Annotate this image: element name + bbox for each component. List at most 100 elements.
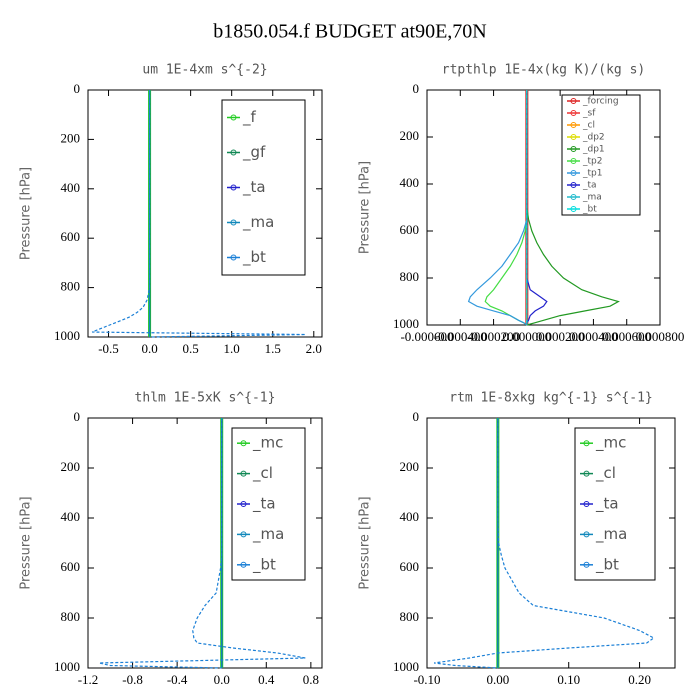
legend-label: _mc	[252, 434, 283, 453]
legend-marker	[230, 149, 237, 156]
legend-marker	[583, 440, 590, 447]
legend-marker	[230, 114, 237, 121]
y-tick-label: 800	[400, 269, 420, 284]
legend-marker	[583, 501, 590, 507]
profile-line	[484, 90, 528, 326]
legend-label: _bt	[582, 205, 597, 215]
y-axis-label: Pressure [hPa]	[358, 496, 373, 589]
profile-line	[526, 90, 548, 325]
legend-marker	[240, 561, 247, 568]
y-tick-label: 0	[74, 409, 81, 424]
y-tick-label: 400	[61, 180, 81, 195]
legend-marker	[230, 184, 237, 191]
legend-label: _mc	[595, 434, 626, 453]
y-axis-label: Pressure [hPa]	[19, 167, 34, 260]
x-tick-label: 0.000200	[536, 329, 585, 344]
x-tick-label: 1.5	[265, 341, 281, 356]
legend-marker	[570, 98, 577, 104]
x-tick-label: 0.00	[486, 672, 509, 687]
profile-line	[467, 90, 528, 326]
y-tick-label: 0	[413, 409, 420, 424]
legend-label: _ma	[252, 525, 284, 544]
x-tick-label: 0.000000	[502, 329, 551, 344]
legend-label: _cl	[252, 464, 273, 483]
panel-title: um 1E-4xm s^{-2}	[142, 63, 267, 78]
legend-marker	[240, 470, 247, 477]
y-tick-label: 1000	[54, 328, 80, 343]
legend-label: _ma	[595, 525, 627, 544]
legend-marker	[583, 470, 590, 477]
legend-label: _dp1	[582, 145, 605, 155]
y-tick-label: 800	[400, 609, 420, 624]
legend-marker	[570, 122, 577, 128]
y-tick-label: 0	[413, 81, 420, 96]
y-axis-label: Pressure [hPa]	[19, 496, 34, 589]
x-tick-label: 0.4	[258, 672, 275, 687]
x-tick-label: 0.8	[303, 672, 319, 687]
x-tick-label: -0.000400	[434, 329, 487, 344]
legend-marker	[230, 219, 237, 226]
legend-marker	[570, 134, 577, 140]
x-tick-label: -0.000200	[467, 329, 520, 344]
legend-marker	[570, 170, 577, 176]
y-tick-label: 600	[61, 559, 81, 574]
y-tick-label: 1000	[393, 659, 419, 674]
x-tick-label: 1.0	[224, 341, 240, 356]
legend-label: _ma	[582, 193, 602, 203]
plot-frame	[426, 417, 676, 669]
legend-label: _ta	[582, 181, 597, 191]
legend-label: _ma	[242, 213, 274, 232]
profile-line	[434, 418, 655, 669]
y-tick-label: 400	[400, 175, 420, 190]
x-tick-label: -0.10	[413, 672, 440, 687]
legend-label: _sf	[582, 109, 596, 119]
legend-label: _cl	[595, 464, 616, 483]
plot-frame	[87, 89, 323, 338]
y-axis-label: Pressure [hPa]	[358, 161, 373, 254]
legend-marker	[570, 158, 577, 164]
y-tick-label: 800	[61, 609, 81, 624]
y-tick-label: 200	[400, 459, 420, 474]
panel-title: thlm 1E-5xK s^{-1}	[135, 391, 276, 406]
legend-marker	[240, 501, 247, 507]
profile-line	[91, 90, 306, 338]
legend-label: _f	[242, 108, 257, 127]
legend-marker	[583, 531, 590, 538]
panel-title: rtm 1E-8xkg kg^{-1} s^{-1}	[449, 391, 653, 406]
x-tick-label: 0.5	[183, 341, 199, 356]
x-tick-label: -0.5	[98, 341, 119, 356]
legend-label: _ta	[595, 495, 619, 514]
x-tick-label: 0.000600	[602, 329, 651, 344]
x-tick-label: 0.0	[141, 341, 157, 356]
x-tick-label: 0.000800	[636, 329, 685, 344]
y-tick-label: 800	[61, 279, 81, 294]
x-tick-label: 0.10	[557, 672, 580, 687]
legend-label: _cl	[582, 121, 595, 131]
y-tick-label: 400	[400, 509, 420, 524]
x-tick-label: -0.4	[167, 672, 188, 687]
legend-label: _bt	[595, 555, 619, 574]
legend-label: _gf	[242, 143, 266, 162]
legend-marker	[230, 254, 237, 261]
x-tick-label: -0.000600	[400, 329, 453, 344]
y-tick-label: 200	[400, 128, 420, 143]
figure-title: b1850.054.f BUDGET at90E,70N	[213, 21, 487, 43]
x-tick-label: 0.000400	[569, 329, 618, 344]
plot-frame	[426, 89, 661, 326]
x-tick-label: 2.0	[306, 341, 322, 356]
legend-label: _forcing	[582, 97, 619, 107]
legend-label: _ta	[252, 495, 276, 514]
y-tick-label: 200	[61, 459, 81, 474]
x-tick-label: 0.0	[214, 672, 230, 687]
legend-marker	[240, 440, 247, 447]
y-tick-label: 600	[400, 559, 420, 574]
y-tick-label: 600	[400, 222, 420, 237]
y-tick-label: 1000	[54, 659, 80, 674]
panel-title: rtpthlp 1E-4x(kg K)/(kg s)	[442, 63, 646, 78]
legend-label: _ta	[242, 178, 266, 197]
legend-marker	[570, 110, 577, 116]
x-tick-label: -1.2	[78, 672, 99, 687]
y-tick-label: 600	[61, 229, 81, 244]
legend-label: _bt	[252, 555, 276, 574]
